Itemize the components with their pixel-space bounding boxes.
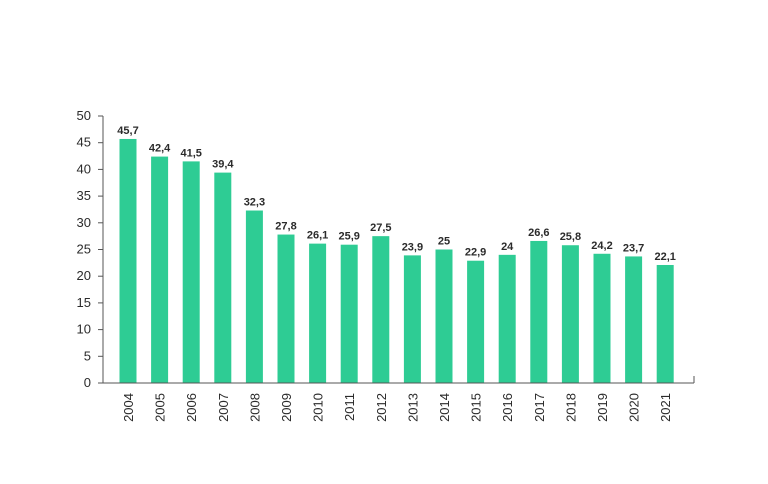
y-tick-label: 30 xyxy=(77,215,91,230)
y-tick-label: 0 xyxy=(84,375,91,390)
bar-2016 xyxy=(498,254,516,383)
y-tick-label: 50 xyxy=(77,108,91,123)
y-tick-label: 35 xyxy=(77,188,91,203)
x-tick-label: 2017 xyxy=(532,393,547,422)
x-tick-label: 2016 xyxy=(500,393,515,422)
x-tick-label: 2009 xyxy=(279,393,294,422)
x-tick-label: 2006 xyxy=(184,393,199,422)
x-tick-label: 2005 xyxy=(153,393,168,422)
y-tick-label: 15 xyxy=(77,295,91,310)
bar-2013 xyxy=(403,255,421,383)
bar-2011 xyxy=(340,244,358,383)
data-label: 39,4 xyxy=(212,159,234,171)
data-labels: 45,7 42,4 41,5 39,4 32,3 27,8 26,1 25,9 27,5 23,9… xyxy=(117,125,676,263)
x-tick-label: 2015 xyxy=(469,393,484,422)
data-label: 22,1 xyxy=(654,251,675,263)
y-tick-label: 5 xyxy=(84,348,91,363)
x-tick-label: 2019 xyxy=(595,393,610,422)
y-tick-label: 45 xyxy=(77,135,91,150)
bar-2018 xyxy=(561,245,579,383)
data-label: 27,5 xyxy=(370,222,391,234)
x-axis-labels: 2004 2005 2006 2007 2008 2009 2010 2011 2012 2013… xyxy=(121,393,673,422)
data-label: 23,9 xyxy=(402,241,423,253)
data-label: 45,7 xyxy=(117,125,138,137)
y-axis: 0 5 10 15 20 25 30 35 40 45 50 xyxy=(77,108,104,390)
y-tick-label: 20 xyxy=(77,268,91,283)
y-tick-label: 40 xyxy=(77,161,91,176)
data-label: 26,6 xyxy=(528,227,549,239)
data-label: 22,9 xyxy=(465,247,486,259)
bar-2017 xyxy=(530,240,548,383)
x-tick-label: 2014 xyxy=(437,393,452,422)
bar-2010 xyxy=(309,243,327,383)
bar-2015 xyxy=(467,260,485,383)
bar-2006 xyxy=(182,161,200,383)
bar-2019 xyxy=(593,253,611,383)
bar-2012 xyxy=(372,236,390,383)
data-label: 27,8 xyxy=(275,221,296,233)
x-tick-label: 2013 xyxy=(405,393,420,422)
data-label: 41,5 xyxy=(180,147,201,159)
y-tick-label: 10 xyxy=(77,322,91,337)
data-label: 24 xyxy=(501,241,514,253)
y-tick-label: 25 xyxy=(77,242,91,257)
data-label: 24,2 xyxy=(591,240,612,252)
bar-2020 xyxy=(625,256,643,383)
bar-2004 xyxy=(119,138,137,383)
bar-2021 xyxy=(656,264,674,383)
bars xyxy=(119,138,674,383)
data-label: 25,9 xyxy=(338,231,359,243)
data-label: 32,3 xyxy=(244,197,265,209)
data-label: 23,7 xyxy=(623,242,644,254)
x-tick-label: 2012 xyxy=(374,393,389,422)
x-tick-label: 2008 xyxy=(247,393,262,422)
x-tick-label: 2007 xyxy=(216,393,231,422)
x-tick-label: 2011 xyxy=(342,393,357,421)
x-tick-label: 2004 xyxy=(121,393,136,422)
data-label: 25 xyxy=(438,236,450,248)
x-tick-label: 2020 xyxy=(627,393,642,422)
bar-2008 xyxy=(245,210,263,383)
x-tick-label: 2010 xyxy=(311,393,326,422)
data-label: 42,4 xyxy=(149,143,171,155)
data-label: 25,8 xyxy=(560,231,581,243)
bar-2009 xyxy=(277,234,295,383)
x-tick-label: 2018 xyxy=(563,393,578,422)
data-label: 26,1 xyxy=(307,230,328,242)
bar-2014 xyxy=(435,249,453,383)
bar-2005 xyxy=(151,156,169,383)
bar-2007 xyxy=(214,172,232,383)
x-tick-label: 2021 xyxy=(658,393,673,422)
